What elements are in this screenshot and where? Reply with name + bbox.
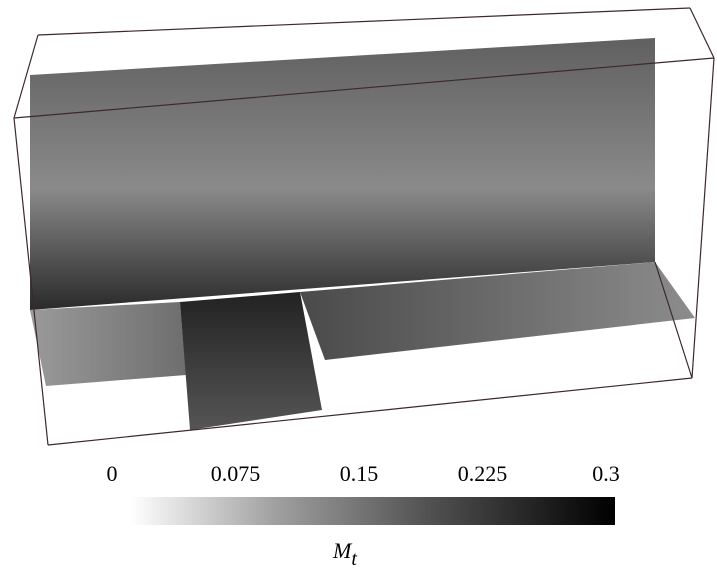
step — [180, 292, 322, 430]
box-edge — [689, 7, 715, 59]
box-edge — [13, 57, 715, 119]
left-floor — [30, 302, 186, 386]
colorbar-tick-label: 0 — [107, 461, 118, 486]
label-symbol: M — [332, 538, 353, 563]
box-edge — [37, 7, 691, 36]
colorbar-tick-label: 0.3 — [592, 461, 620, 486]
colorbar-tick-label: 0.075 — [211, 461, 261, 486]
colorbar-tick-label: 0.225 — [458, 461, 508, 486]
box-edge — [13, 34, 39, 119]
box-edge — [654, 261, 693, 379]
colorbar: Mt 0 0.075 0.15 0.225 0.3 — [107, 461, 620, 570]
box-edge — [13, 117, 49, 446]
scene — [13, 7, 715, 446]
colorbar-tick-label: 0.15 — [340, 461, 379, 486]
label-subscript: t — [351, 548, 357, 570]
right-floor — [300, 262, 695, 360]
vertical-plane — [30, 38, 655, 310]
colorbar-label: Mt — [332, 538, 357, 570]
box-edge — [691, 57, 715, 379]
box-edge — [47, 377, 693, 446]
colorbar-gradient — [130, 497, 615, 525]
